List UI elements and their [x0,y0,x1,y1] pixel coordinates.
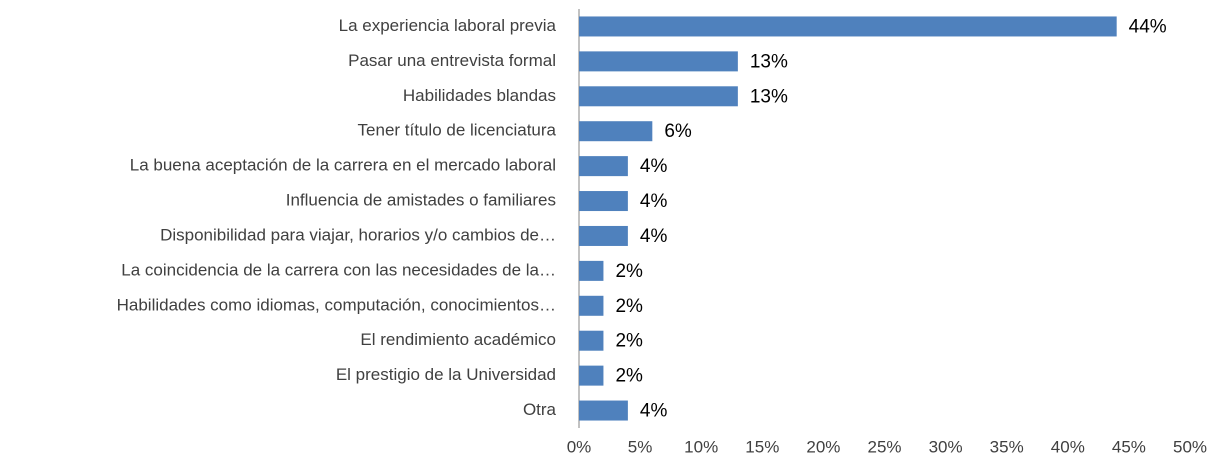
x-tick-label: 40% [1051,437,1085,456]
bar [579,191,628,212]
x-tick-label: 25% [867,437,901,456]
data-label: 4% [640,226,668,247]
bar [579,86,738,107]
bar [579,330,604,351]
y-tick-label: La coincidencia de la carrera con las ne… [121,260,556,279]
y-tick-label: La buena aceptación de la carrera en el … [130,156,556,175]
y-tick-label: El rendimiento académico [360,330,556,349]
bar [579,260,604,281]
x-tick-label: 35% [990,437,1024,456]
bar [579,365,604,386]
bar [579,295,604,316]
data-label: 6% [664,121,692,142]
x-tick-label: 20% [806,437,840,456]
data-label: 44% [1129,16,1167,37]
bar [579,16,1117,37]
y-tick-label: Otra [523,400,557,419]
y-tick-label: Influencia de amistades o familiares [286,191,556,210]
y-tick-label: Habilidades blandas [403,86,556,105]
x-tick-label: 50% [1173,437,1207,456]
data-label: 2% [615,331,643,352]
y-tick-label: El prestigio de la Universidad [336,365,556,384]
bar [579,225,628,246]
x-tick-label: 45% [1112,437,1146,456]
data-label: 2% [615,261,643,282]
y-tick-label: La experiencia laboral previa [339,16,557,35]
x-tick-label: 0% [567,437,592,456]
x-tick-label: 15% [745,437,779,456]
data-label: 4% [640,401,668,422]
y-tick-label: Pasar una entrevista formal [348,51,556,70]
bar [579,51,738,72]
bar [579,400,628,421]
data-label: 2% [615,366,643,387]
x-tick-label: 30% [929,437,963,456]
bar [579,121,653,142]
data-label: 4% [640,191,668,212]
x-tick-label: 5% [628,437,653,456]
y-tick-label: Habilidades como idiomas, computación, c… [117,295,556,314]
bar [579,156,628,177]
data-label: 4% [640,156,668,177]
data-label: 13% [750,86,788,107]
data-label: 13% [750,51,788,72]
y-tick-label: Disponibilidad para viajar, horarios y/o… [160,225,556,244]
y-tick-label: Tener título de licenciatura [358,121,557,140]
x-tick-label: 10% [684,437,718,456]
data-label: 2% [615,296,643,317]
